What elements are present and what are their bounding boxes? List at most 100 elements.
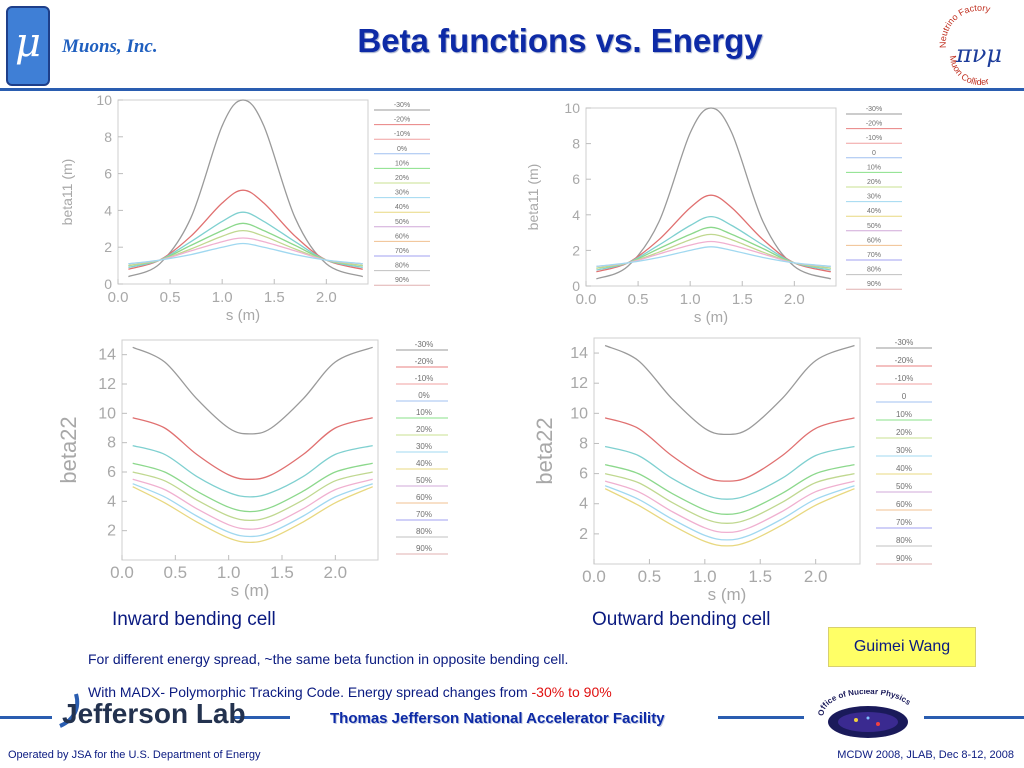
x-tick-label: 1.5 (748, 567, 772, 586)
legend-label: 0 (902, 392, 907, 401)
y-tick-label: 8 (107, 435, 116, 452)
x-tick-label: 2.0 (784, 291, 805, 308)
x-tick-label: 0.5 (628, 291, 649, 308)
series-line (128, 211, 363, 269)
facility-name: Thomas Jefferson National Accelerator Fa… (330, 710, 665, 727)
legend-label: 30% (867, 194, 881, 201)
legend-label: 80% (896, 536, 912, 545)
series-line (604, 485, 855, 541)
series-line (132, 462, 373, 513)
y-tick-label: 2 (579, 526, 588, 543)
x-tick-label: 2.0 (316, 289, 337, 306)
header-divider (0, 88, 1024, 91)
y-tick-label: 14 (570, 345, 588, 362)
footer-rule-left (0, 716, 52, 719)
y-tick-label: 6 (104, 166, 112, 182)
footer-event: MCDW 2008, JLAB, Dec 8-12, 2008 (837, 749, 1014, 761)
series-line (604, 463, 855, 515)
legend-label: 30% (395, 190, 409, 197)
legend-label: 90% (416, 544, 432, 553)
legend-label: 70% (395, 248, 409, 255)
y-tick-label: 8 (104, 129, 112, 145)
legend-label: 20% (867, 179, 881, 186)
y-tick-label: 12 (98, 376, 116, 393)
y-axis-label: beta11 (m) (59, 159, 75, 226)
legend-label: 40% (867, 208, 881, 215)
x-tick-label: 0.5 (638, 567, 662, 586)
legend-label: -10% (415, 374, 434, 383)
chart-beta11-inward: 0 2 4 6 8 10 0.0 0.5 1.0 1.5 2.0 s (m) beta11 (m) -30… (59, 92, 430, 324)
caption-inward: Inward bending cell (112, 609, 276, 630)
series-line (128, 242, 363, 265)
company-name: Muons, Inc. (62, 36, 158, 57)
x-tick-label: 1.0 (212, 289, 233, 306)
legend-label: 80% (416, 527, 432, 536)
y-tick-label: 6 (579, 466, 588, 483)
series-line (596, 226, 831, 269)
legend-label: 70% (896, 518, 912, 527)
legend-label: -20% (895, 356, 914, 365)
y-tick-label: 2 (104, 239, 112, 255)
legend-label: -20% (415, 357, 434, 366)
legend-label: -10% (895, 374, 914, 383)
legend-label: 60% (395, 233, 409, 240)
y-tick-label: 0 (104, 276, 112, 292)
x-tick-label: 0.0 (110, 563, 134, 582)
legend-label: 60% (896, 500, 912, 509)
x-tick-label: 2.0 (804, 567, 828, 586)
legend-label: 70% (416, 510, 432, 519)
legend-label: 90% (896, 554, 912, 563)
x-tick-label: 1.5 (270, 563, 294, 582)
x-tick-label: 1.5 (732, 291, 753, 308)
x-tick-label: 1.0 (217, 563, 241, 582)
legend-label: -20% (394, 117, 410, 124)
jefferson-lab-logo: Jefferson Lab (62, 698, 246, 729)
y-tick-label: 2 (572, 242, 580, 258)
x-tick-label: 1.5 (264, 289, 285, 306)
series-line (596, 215, 831, 271)
legend-label: 70% (867, 252, 881, 259)
series-line (128, 237, 363, 265)
plot-frame (585, 107, 837, 287)
legend-label: -30% (895, 338, 914, 347)
series-line (596, 246, 831, 268)
legend-label: 20% (416, 425, 432, 434)
legend-label: -30% (394, 102, 410, 109)
legend-label: 40% (395, 204, 409, 211)
legend-label: -10% (394, 131, 410, 138)
series-line (604, 472, 855, 524)
series-line (132, 483, 373, 538)
series-line (596, 240, 831, 268)
legend-label: 0% (397, 146, 407, 153)
legend-label: 50% (395, 219, 409, 226)
jlab-swoosh-icon (59, 693, 80, 728)
y-tick-label: 6 (107, 464, 116, 481)
legend-label: 20% (395, 175, 409, 182)
y-tick-label: 10 (570, 405, 588, 422)
legend-label: 50% (867, 223, 881, 230)
legend-label: 50% (896, 482, 912, 491)
y-tick-label: 12 (570, 375, 588, 392)
legend-label: 30% (896, 446, 912, 455)
office-of-nuclear-physics-logo: Office of Nuclear Physics (817, 690, 913, 738)
neutrino-factory-logo: Neutrino Factory Muon Collider πνμ (938, 4, 1002, 86)
slide-title: Beta functions vs. Energy (357, 22, 763, 59)
muons-logo: μ (6, 6, 50, 86)
nf-glyph: πνμ (955, 40, 1002, 68)
y-tick-label: 2 (107, 523, 116, 540)
y-tick-label: 10 (96, 92, 112, 108)
footer-rule-right (718, 716, 804, 719)
footer-operator: Operated by JSA for the U.S. Department … (8, 749, 261, 761)
legend-label: 10% (416, 408, 432, 417)
y-tick-label: 14 (98, 347, 116, 364)
x-tick-label: 1.0 (693, 567, 717, 586)
x-tick-label: 2.0 (324, 563, 348, 582)
note-line-1: For different energy spread, ~the same b… (88, 651, 569, 667)
x-tick-label: 0.0 (582, 567, 606, 586)
x-axis-label: s (m) (694, 309, 728, 326)
chart-beta11-outward: 0 2 4 6 8 10 0.0 0.5 1.0 1.5 2.0 s (m) beta11 (m) -30… (525, 100, 902, 326)
series-line (132, 417, 373, 480)
y-tick-label: 0 (572, 278, 580, 294)
series-line (604, 417, 855, 482)
y-tick-label: 10 (564, 100, 580, 116)
